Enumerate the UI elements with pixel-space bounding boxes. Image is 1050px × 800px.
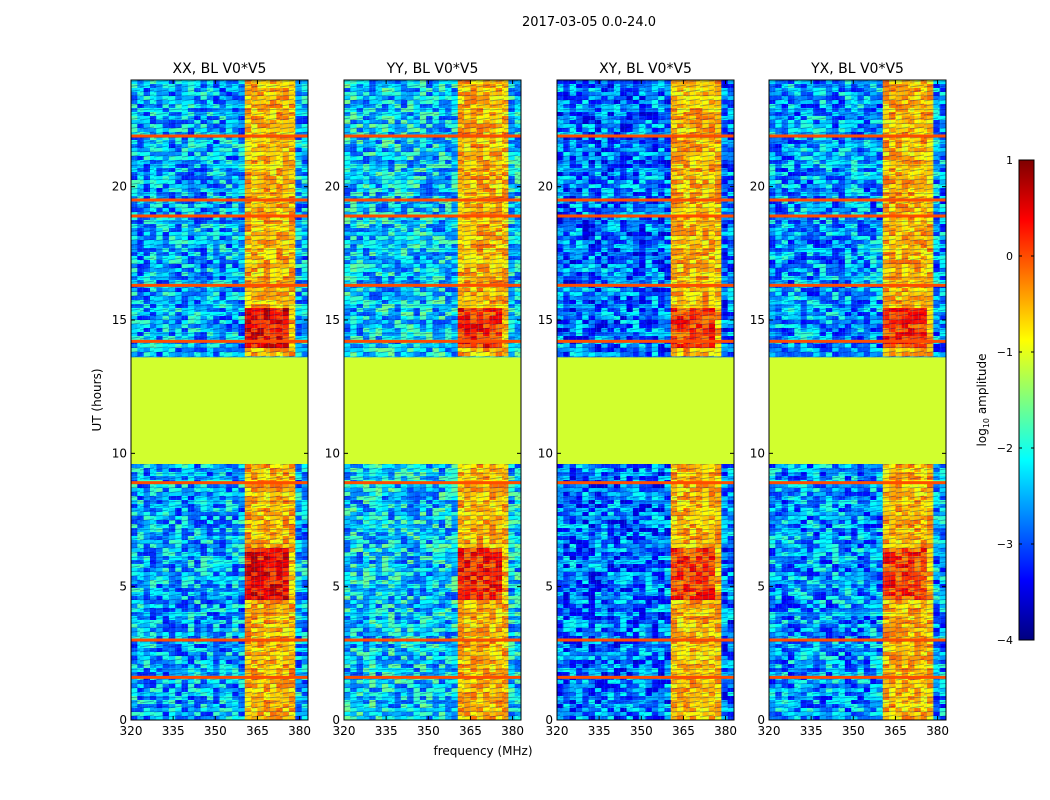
rfi-line: [131, 198, 308, 202]
x-tick-label: 350: [204, 724, 227, 738]
rfi-line: [131, 339, 308, 343]
flagged-band: [131, 357, 308, 464]
x-tick-label: 320: [120, 724, 143, 738]
axes-frame: [130, 79, 309, 721]
x-tick-label: 380: [288, 724, 311, 738]
heatmap-image: [131, 80, 308, 720]
y-tick-label: 20: [112, 180, 127, 194]
y-tick-label: 0: [119, 713, 127, 727]
rfi-line: [131, 134, 308, 138]
heatmap-panels: XX, BL V0*V5 320 335 350 365 380 0 5 10 15 20 YY, B…: [112, 61, 949, 738]
rfi-line: [131, 638, 308, 642]
rfi-line: [131, 675, 308, 679]
heatmap-image: [344, 80, 521, 720]
panel-title: XX, BL V0*V5: [173, 61, 267, 77]
rfi-line: [131, 481, 308, 485]
x-tick-label: 365: [246, 724, 269, 738]
x-tick-label: 335: [162, 724, 185, 738]
y-tick-label: 10: [112, 446, 127, 460]
figure-suptitle: 2017-03-05 0.0-24.0: [522, 15, 656, 30]
rfi-line: [131, 214, 308, 218]
y-tick-label: 5: [119, 580, 127, 594]
rfi-line: [131, 283, 308, 287]
heatmap-panel-1: XX, BL V0*V5 320 335 350 365 380 0 5 10 15 20: [112, 61, 311, 738]
y-tick-label: 15: [112, 313, 127, 327]
